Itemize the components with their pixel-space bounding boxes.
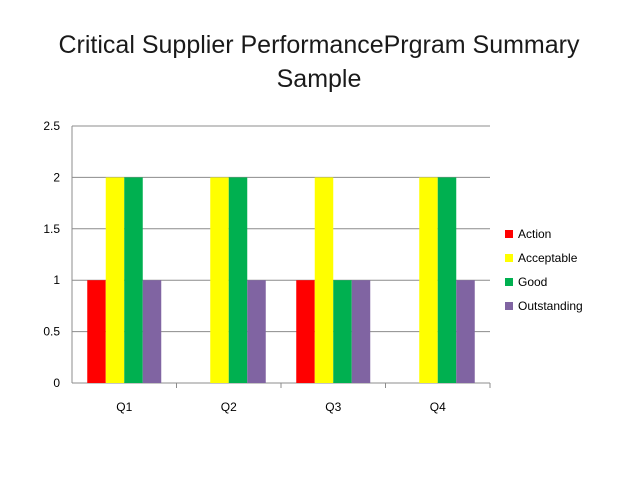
chart-title: Critical Supplier PerformancePrgram Summ… bbox=[0, 28, 638, 96]
bar-acceptable-q3 bbox=[314, 177, 334, 383]
bar-acceptable-q4 bbox=[419, 177, 438, 383]
y-tick-label: 1.5 bbox=[43, 222, 60, 236]
legend-swatch-good bbox=[505, 278, 513, 286]
bar-good-q4 bbox=[437, 177, 457, 383]
x-tick-label: Q4 bbox=[430, 400, 446, 414]
legend-label-outstanding: Outstanding bbox=[518, 299, 583, 313]
bar-acceptable-q1 bbox=[105, 177, 125, 383]
y-tick-label: 1 bbox=[53, 273, 60, 287]
chart-title-line-2: Sample bbox=[276, 65, 362, 93]
y-tick-label: 2 bbox=[53, 170, 60, 184]
x-tick-label: Q1 bbox=[116, 400, 132, 414]
legend-swatch-acceptable bbox=[505, 254, 513, 262]
bar-outstanding-q4 bbox=[456, 280, 475, 383]
bar-action-q3 bbox=[296, 280, 315, 383]
bar-action-q1 bbox=[87, 280, 106, 383]
bar-acceptable-q2 bbox=[210, 177, 229, 383]
chart-title-line-1: Critical Supplier PerformancePrgram Summ… bbox=[58, 31, 580, 59]
y-tick-label: 0.5 bbox=[43, 325, 60, 339]
legend-swatch-action bbox=[505, 230, 513, 238]
y-tick-label: 0 bbox=[53, 376, 60, 390]
bar-outstanding-q3 bbox=[351, 280, 371, 383]
x-tick-label: Q3 bbox=[325, 400, 341, 414]
legend-swatch-outstanding bbox=[505, 302, 513, 310]
bar-good-q1 bbox=[124, 177, 143, 383]
legend-label-action: Action bbox=[518, 227, 551, 241]
x-tick-label: Q2 bbox=[221, 400, 237, 414]
legend-label-good: Good bbox=[518, 275, 547, 289]
bar-good-q3 bbox=[333, 280, 352, 383]
y-tick-label: 2.5 bbox=[43, 119, 60, 133]
bar-outstanding-q2 bbox=[247, 280, 266, 383]
bar-outstanding-q1 bbox=[142, 280, 162, 383]
legend-label-acceptable: Acceptable bbox=[518, 251, 578, 265]
bar-good-q2 bbox=[228, 177, 248, 383]
